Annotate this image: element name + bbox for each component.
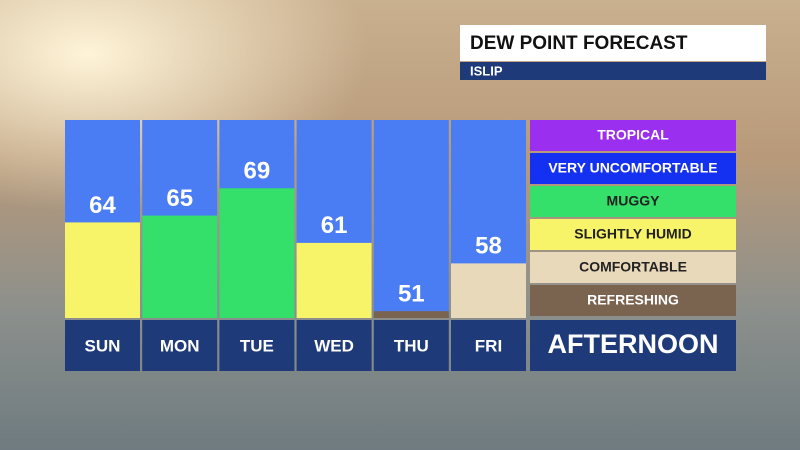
legend-swatch <box>530 153 736 184</box>
day-box <box>296 320 372 371</box>
day-box <box>451 320 526 371</box>
day-box <box>142 320 218 371</box>
chart-title: DEW POINT FORECAST <box>470 33 688 54</box>
x-tick-label: FRI <box>475 336 502 355</box>
legend-label: REFRESHING <box>587 292 679 308</box>
legend-swatch <box>530 120 736 151</box>
x-tick-label: WED <box>314 336 354 355</box>
value-label: 69 <box>244 158 271 185</box>
column-background <box>373 120 449 318</box>
value-label: 61 <box>321 212 348 239</box>
legend-swatch <box>530 186 736 217</box>
legend-label: MUGGY <box>607 193 661 209</box>
value-label: 51 <box>398 281 425 308</box>
legend-label: SLIGHTLY HUMID <box>574 226 691 242</box>
legend-swatch <box>530 285 736 316</box>
legend-label: COMFORTABLE <box>579 259 687 275</box>
legend-swatch <box>530 219 736 250</box>
x-tick-label: THU <box>394 336 429 355</box>
value-label: 58 <box>475 233 502 260</box>
bar <box>451 263 526 318</box>
day-box <box>219 320 295 371</box>
title-box <box>460 25 766 61</box>
bar <box>373 311 449 318</box>
legend-label: VERY UNCOMFORTABLE <box>548 160 717 176</box>
value-label: 64 <box>89 192 116 219</box>
bar <box>65 222 140 318</box>
value-label: 65 <box>166 185 193 212</box>
bar <box>219 188 295 318</box>
x-tick-label: SUN <box>85 336 121 355</box>
legend-swatch <box>530 252 736 283</box>
x-tick-label: MON <box>160 336 200 355</box>
legend-label: TROPICAL <box>597 127 669 143</box>
day-box <box>373 320 449 371</box>
bar <box>142 215 218 318</box>
subtitle-box <box>460 62 766 80</box>
chart-subtitle: ISLIP <box>470 63 503 78</box>
period-label: AFTERNOON <box>548 329 719 359</box>
bar <box>296 242 372 318</box>
day-box <box>65 320 140 371</box>
period-box <box>530 320 736 371</box>
x-tick-label: TUE <box>240 336 274 355</box>
